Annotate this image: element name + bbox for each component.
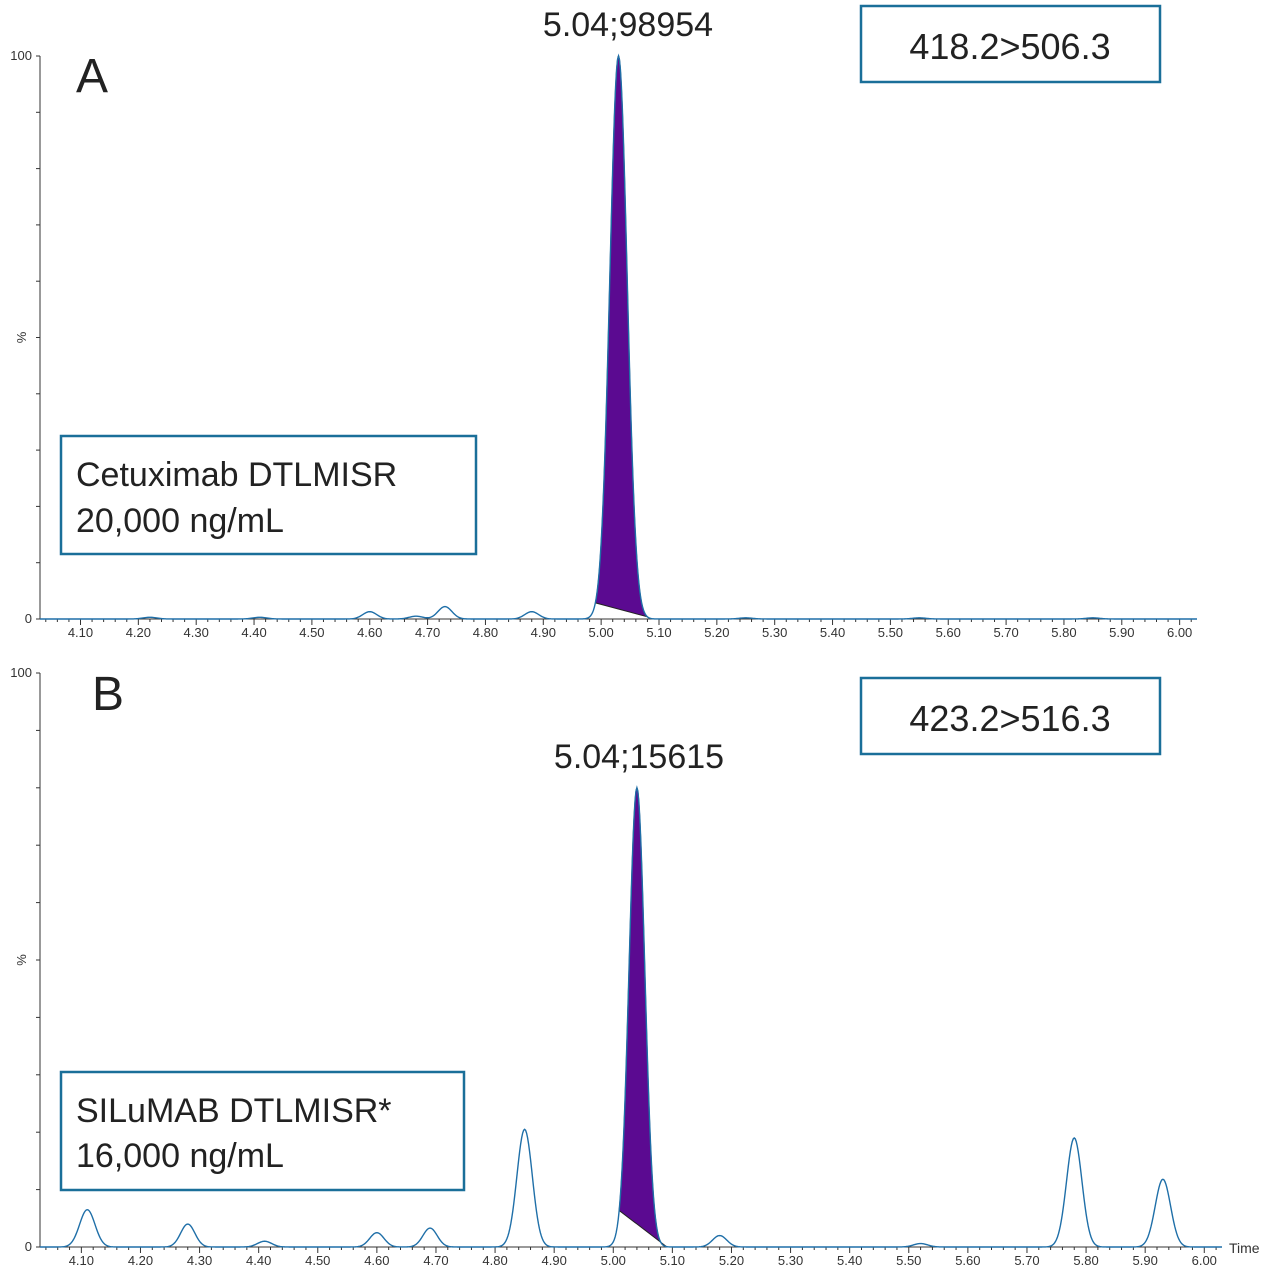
x-tick-label: 4.40 <box>241 625 266 640</box>
x-tick-label: 4.90 <box>531 625 556 640</box>
analyte-box-a <box>59 434 478 556</box>
x-tick-label: 4.50 <box>305 1253 330 1268</box>
chromatogram-panel-b: 0 100% 4.10 4.20 4.30 4.40 4.50 4.60 4.70 4.80 4.9… <box>10 665 1260 1268</box>
x-tick-label: 4.10 <box>68 625 93 640</box>
axes-a: 0 100% 4.10 4.20 4.30 4.40 4.50 4.60 4.70 4.80 4.9… <box>10 48 1197 640</box>
x-tick-label: 5.30 <box>778 1253 803 1268</box>
x-tick-label: 5.70 <box>1014 1253 1039 1268</box>
x-tick-label: 5.90 <box>1109 625 1134 640</box>
x-tick-label: 5.10 <box>646 625 671 640</box>
x-tick-label: 4.80 <box>482 1253 507 1268</box>
x-tick-label: 5.00 <box>601 1253 626 1268</box>
x-tick-label: 4.30 <box>187 1253 212 1268</box>
x-tick-label: 4.60 <box>364 1253 389 1268</box>
y-axis-title: % <box>14 954 29 966</box>
x-tick-label: 5.40 <box>820 625 845 640</box>
analyte-box-b <box>59 1070 466 1192</box>
chromatogram-panel-a: 0 100% 4.10 4.20 4.30 4.40 4.50 4.60 4.70 4.80 4.9… <box>10 4 1197 640</box>
y-tick-label: 100 <box>10 48 32 63</box>
x-tick-label: 5.60 <box>955 1253 980 1268</box>
x-axis-title-b: Time <box>1229 1240 1260 1256</box>
y-axis-title: % <box>14 331 29 343</box>
concentration-label-a: 20,000 ng/mL <box>76 502 284 540</box>
x-tick-label: 5.20 <box>719 1253 744 1268</box>
peak-label-a: 5.04;98954 <box>543 6 713 44</box>
x-tick-label: 5.90 <box>1133 1253 1158 1268</box>
x-tick-label: 5.50 <box>878 625 903 640</box>
chromatogram-trace <box>40 53 1197 620</box>
x-tick-label: 5.80 <box>1051 625 1076 640</box>
x-tick-label: 5.40 <box>837 1253 862 1268</box>
transition-box-a <box>859 4 1162 84</box>
x-tick-label: 4.30 <box>184 625 209 640</box>
x-tick-label: 5.20 <box>704 625 729 640</box>
x-tick-label: 5.00 <box>588 625 613 640</box>
transition-box-b <box>859 676 1162 756</box>
integrated-peak-fill <box>594 55 648 618</box>
x-tick-label: 6.00 <box>1192 1253 1217 1268</box>
x-tick-label: 6.00 <box>1167 625 1192 640</box>
y-tick-label: 0 <box>25 1239 32 1254</box>
x-tick-label: 4.40 <box>246 1253 271 1268</box>
peak-label-b: 5.04;15615 <box>554 738 724 776</box>
x-tick-label: 4.20 <box>126 625 151 640</box>
y-tick-label: 0 <box>25 611 32 626</box>
x-tick-label: 4.80 <box>473 625 498 640</box>
x-tick-label: 4.70 <box>415 625 440 640</box>
x-tick-label: 4.20 <box>128 1253 153 1268</box>
x-tick-label: 5.10 <box>660 1253 685 1268</box>
x-tick-label: 5.70 <box>993 625 1018 640</box>
x-tick-label: 4.60 <box>357 625 382 640</box>
x-tick-label: 5.50 <box>896 1253 921 1268</box>
transition-label-b: 423.2>516.3 <box>909 698 1110 739</box>
chromatogram-trace <box>40 785 1222 1248</box>
analyte-label-a: Cetuximab DTLMISR <box>76 456 397 494</box>
analyte-label-b: SILuMAB DTLMISR* <box>76 1092 392 1130</box>
x-tick-label: 4.50 <box>299 625 324 640</box>
x-tick-label: 5.30 <box>762 625 787 640</box>
x-tick-label: 4.70 <box>423 1253 448 1268</box>
x-tick-label: 4.10 <box>69 1253 94 1268</box>
concentration-label-b: 16,000 ng/mL <box>76 1137 284 1175</box>
panel-label-a: A <box>76 50 108 103</box>
transition-label-a: 418.2>506.3 <box>909 26 1110 67</box>
x-tick-label: 5.80 <box>1073 1253 1098 1268</box>
x-tick-label: 5.60 <box>936 625 961 640</box>
x-tick-label: 4.90 <box>542 1253 567 1268</box>
axes-b: 0 100% 4.10 4.20 4.30 4.40 4.50 4.60 4.70 4.80 4.9… <box>10 665 1222 1268</box>
integrated-peak-fill <box>618 786 667 1248</box>
panel-label-b: B <box>92 668 124 721</box>
y-tick-label: 100 <box>10 665 32 680</box>
